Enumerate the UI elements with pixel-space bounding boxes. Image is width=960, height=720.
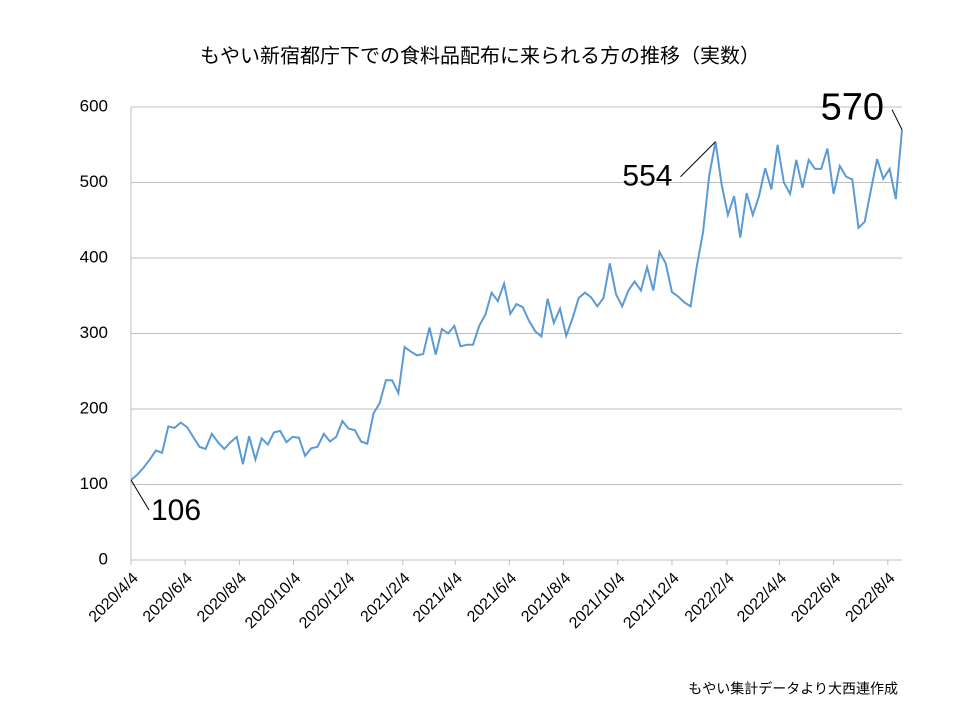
y-tick-label: 200: [80, 398, 108, 417]
leader-line: [680, 141, 716, 178]
y-tick-label: 500: [80, 172, 108, 191]
data-line: [130, 129, 903, 481]
data-label: 570: [821, 87, 884, 129]
leader-line: [130, 479, 150, 511]
y-tick-label: 600: [80, 96, 108, 115]
y-tick-label: 300: [80, 323, 108, 342]
y-tick-label: 0: [99, 549, 108, 568]
chart-title: もやい新宿都庁下での食料品配布に来られる方の推移（実数）: [200, 44, 760, 67]
data-label: 554: [622, 160, 672, 193]
leader-line: [891, 109, 903, 130]
y-tick-label: 100: [80, 474, 108, 493]
data-label: 106: [151, 494, 201, 527]
y-tick-label: 400: [80, 247, 108, 266]
source-note: もやい集計データより大西連作成: [688, 681, 898, 697]
